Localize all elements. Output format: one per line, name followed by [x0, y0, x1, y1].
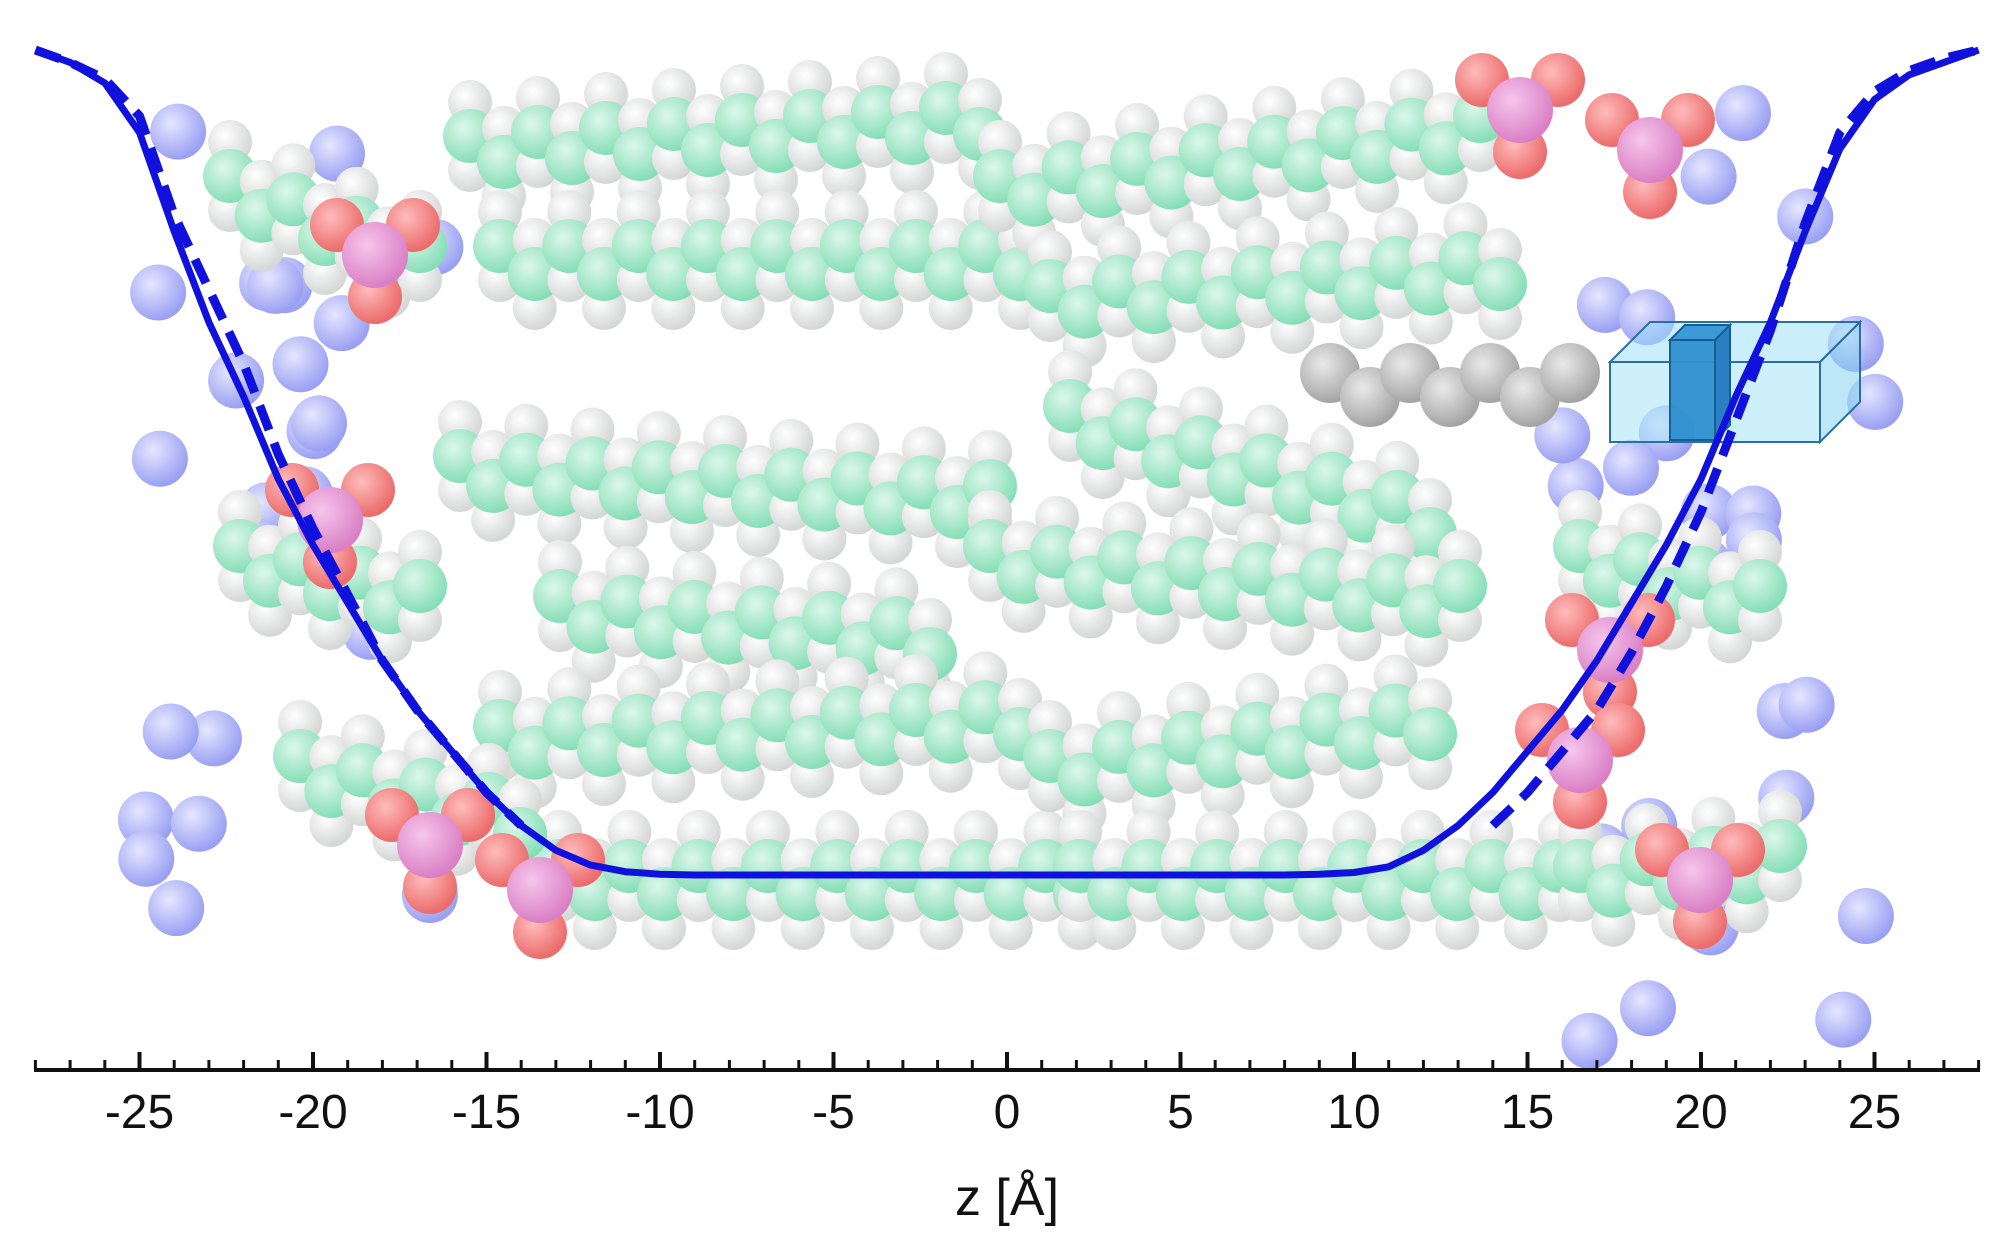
x-tick-label: 25	[1848, 1086, 1901, 1139]
x-tick-label: -20	[278, 1086, 347, 1139]
water-sphere	[1847, 373, 1904, 430]
x-axis: -25 -20 -15 -10 -5 0 5 10 15 20 25 z [Å]	[33, 1052, 1981, 1227]
x-tick-label: 20	[1674, 1086, 1727, 1139]
x-axis-tick-labels: -25 -20 -15 -10 -5 0 5 10 15 20 25	[105, 1086, 1901, 1139]
water-sphere	[1534, 407, 1591, 464]
carbon-atom	[1126, 743, 1181, 798]
x-tick-label: -25	[105, 1086, 174, 1139]
highlight-chain-atom	[1540, 343, 1600, 403]
carbon-atom	[1473, 257, 1527, 311]
x-tick-label: -10	[625, 1086, 694, 1139]
water-sphere	[117, 791, 174, 848]
phosphorus-atom	[342, 222, 408, 288]
carbon-atom	[1144, 155, 1199, 210]
molecular-model-background	[117, 52, 1904, 1069]
series-line-solid	[34, 46, 1980, 879]
x-tick-label: 15	[1501, 1086, 1554, 1139]
carbon-atom	[1195, 734, 1250, 789]
water-sphere	[170, 795, 227, 852]
carbon-atom	[1126, 280, 1181, 335]
water-sphere	[1778, 676, 1835, 733]
water-sphere	[272, 336, 329, 393]
carbon-atom	[1733, 559, 1787, 613]
carbon-atom	[1007, 172, 1062, 227]
water-sphere	[130, 264, 187, 321]
water-sphere	[1603, 439, 1659, 496]
carbon-atom	[1753, 819, 1807, 873]
phosphorus-atom	[1667, 847, 1733, 913]
x-axis-title: z [Å]	[955, 1169, 1059, 1227]
water-sphere	[247, 257, 304, 314]
water-sphere	[291, 395, 347, 452]
water-sphere	[1680, 148, 1737, 205]
x-tick-label: -5	[812, 1086, 855, 1139]
water-sphere	[1561, 1012, 1618, 1069]
phosphorus-atom	[397, 812, 463, 878]
water-sphere	[150, 103, 207, 160]
x-tick-label: 0	[994, 1086, 1021, 1139]
water-sphere	[1837, 888, 1894, 944]
x-tick-label: 5	[1167, 1086, 1194, 1139]
x-tick-label: -15	[452, 1086, 521, 1139]
carbon-atom	[1403, 707, 1457, 761]
phosphorus-atom	[507, 857, 573, 923]
water-sphere	[1620, 980, 1676, 1037]
carbon-atom	[1418, 121, 1473, 176]
water-sphere	[142, 703, 199, 760]
carbon-atom	[1075, 164, 1130, 219]
carbon-atom	[1264, 725, 1319, 780]
carbon-atom	[1433, 559, 1487, 613]
phosphorus-atom	[1487, 77, 1553, 143]
probe-box	[1607, 319, 1863, 445]
water-sphere	[1576, 276, 1633, 333]
plot-area	[33, 45, 1980, 879]
x-tick-label: 10	[1327, 1086, 1380, 1139]
water-sphere	[1715, 85, 1771, 142]
carbon-atom	[1334, 266, 1389, 321]
phosphorus-atom	[1547, 727, 1613, 793]
water-sphere	[185, 710, 242, 767]
water-sphere	[131, 430, 188, 487]
water-sphere	[118, 830, 175, 887]
carbon-atom	[1213, 147, 1267, 201]
x-axis-ticks	[33, 1052, 1981, 1070]
water-sphere	[148, 880, 205, 937]
carbon-atom	[1057, 752, 1112, 807]
water-sphere	[1815, 991, 1872, 1048]
carbon-atom	[393, 559, 447, 613]
carbon-atom	[1281, 138, 1336, 193]
carbon-atom	[1333, 716, 1388, 771]
phosphorus-atom	[1617, 117, 1683, 183]
carbon-atom	[1350, 129, 1405, 184]
